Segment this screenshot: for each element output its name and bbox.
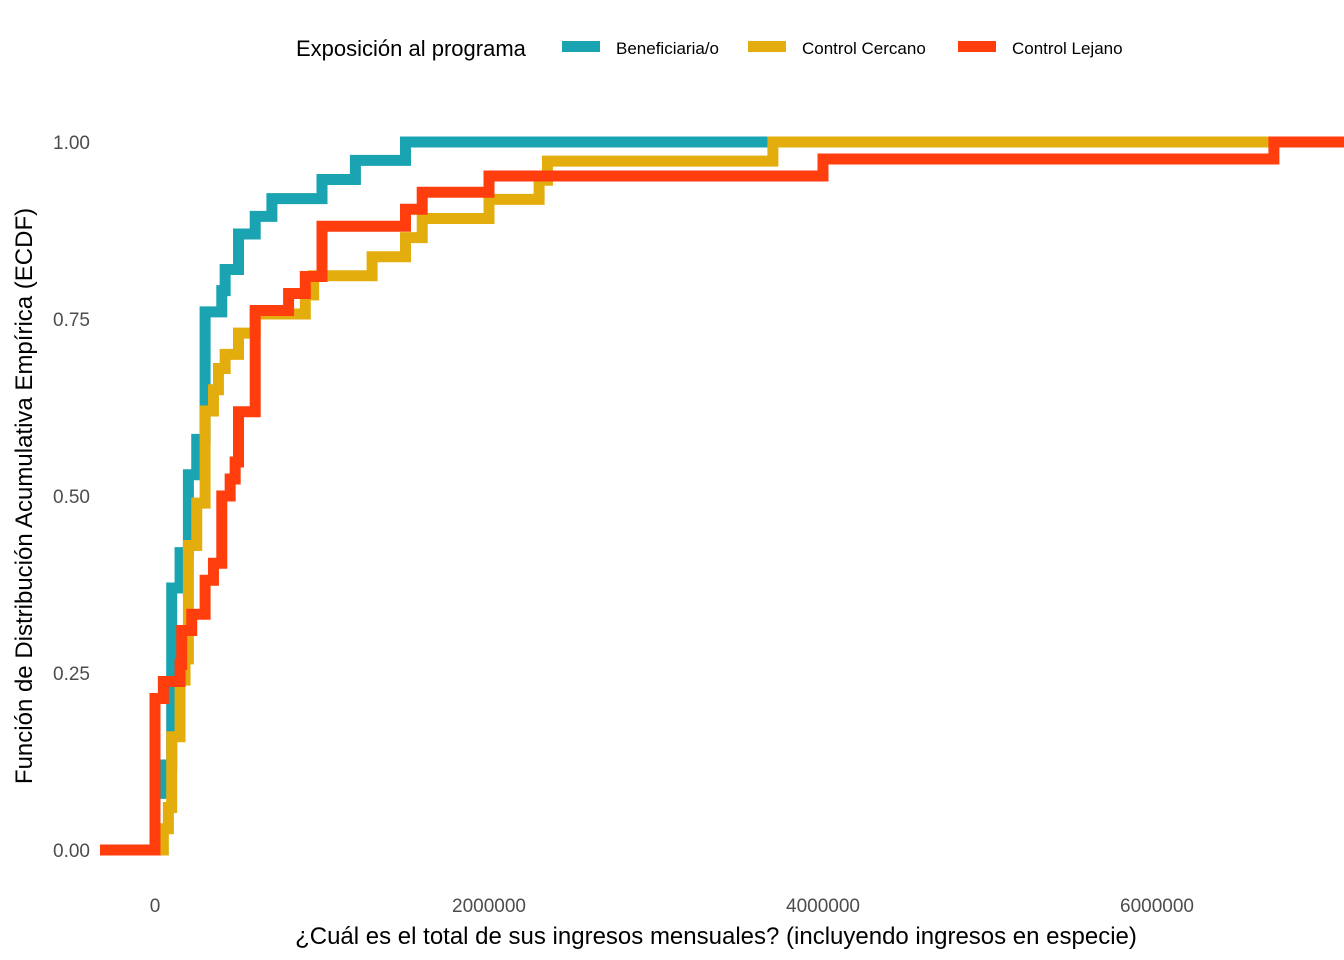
legend-label: Control Cercano bbox=[802, 39, 926, 58]
y-axis-title: Función de Distribución Acumulativa Empí… bbox=[11, 208, 38, 784]
legend: Exposición al programa Beneficiaria/o Con… bbox=[296, 36, 1123, 61]
legend-item: Control Cercano bbox=[748, 39, 926, 58]
legend-key bbox=[958, 41, 996, 52]
x-axis-ticks: 0 2000000 4000000 6000000 bbox=[150, 896, 1194, 917]
legend-item: Control Lejano bbox=[958, 39, 1123, 58]
y-axis-ticks: 0.00 0.25 0.50 0.75 1.00 bbox=[53, 133, 90, 862]
series-line-3 bbox=[100, 136, 1344, 856]
legend-key bbox=[562, 41, 600, 52]
legend-key bbox=[748, 41, 786, 52]
legend-label: Control Lejano bbox=[1012, 39, 1123, 58]
y-tick-label: 1.00 bbox=[53, 133, 90, 154]
y-tick-label: 0.75 bbox=[53, 310, 90, 331]
x-tick-label: 0 bbox=[150, 896, 161, 917]
legend-items: Beneficiaria/o Control Cercano Control Lej… bbox=[562, 39, 1123, 58]
legend-item: Beneficiaria/o bbox=[562, 39, 719, 58]
series-line-1 bbox=[100, 136, 1344, 856]
y-tick-label: 0.00 bbox=[53, 841, 90, 862]
y-tick-label: 0.50 bbox=[53, 487, 90, 508]
y-tick-label: 0.25 bbox=[53, 664, 90, 685]
legend-label: Beneficiaria/o bbox=[616, 39, 719, 58]
x-tick-label: 6000000 bbox=[1120, 896, 1194, 917]
x-tick-label: 4000000 bbox=[786, 896, 860, 917]
x-tick-label: 2000000 bbox=[452, 896, 526, 917]
legend-title: Exposición al programa bbox=[296, 36, 527, 61]
x-axis-title: ¿Cuál es el total de sus ingresos mensua… bbox=[295, 923, 1137, 950]
series-layer bbox=[100, 136, 1344, 856]
series-line-2 bbox=[100, 136, 1344, 856]
